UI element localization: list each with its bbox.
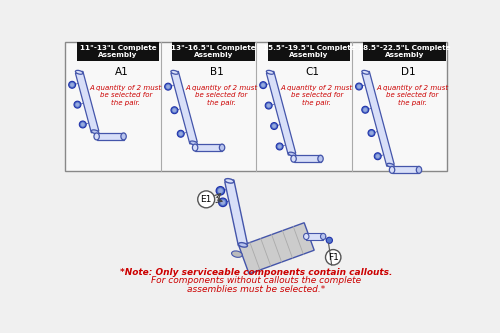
Ellipse shape	[291, 155, 296, 162]
Ellipse shape	[192, 144, 198, 151]
Circle shape	[376, 155, 380, 158]
Bar	[66, 42, 447, 171]
Ellipse shape	[320, 233, 326, 239]
Ellipse shape	[416, 166, 422, 173]
Circle shape	[272, 124, 276, 128]
Circle shape	[179, 132, 182, 136]
Ellipse shape	[225, 178, 234, 183]
Ellipse shape	[232, 251, 242, 257]
Circle shape	[198, 191, 214, 208]
Circle shape	[74, 101, 81, 108]
Bar	[195, 144, 222, 151]
Ellipse shape	[94, 133, 100, 140]
Text: B1: B1	[210, 67, 224, 77]
Circle shape	[267, 104, 270, 107]
Polygon shape	[76, 71, 99, 133]
Ellipse shape	[362, 70, 370, 74]
Circle shape	[70, 83, 74, 87]
Text: A quantity of 2 must
be selected for
the pair.: A quantity of 2 must be selected for the…	[280, 85, 353, 106]
Circle shape	[326, 249, 341, 265]
Circle shape	[356, 83, 362, 90]
Text: 15.5"-19.5"L Complete
Assembly: 15.5"-19.5"L Complete Assembly	[262, 45, 356, 58]
Polygon shape	[171, 71, 198, 144]
Ellipse shape	[387, 163, 394, 167]
Circle shape	[262, 84, 265, 87]
Bar	[392, 166, 419, 173]
Circle shape	[278, 145, 281, 148]
Ellipse shape	[304, 233, 309, 239]
Bar	[294, 155, 320, 162]
Circle shape	[362, 106, 368, 113]
Polygon shape	[239, 223, 314, 274]
Text: D1: D1	[401, 67, 415, 77]
Bar	[96, 133, 124, 140]
Ellipse shape	[238, 243, 248, 247]
Text: A1: A1	[115, 67, 129, 77]
Bar	[77, 42, 159, 61]
Circle shape	[166, 85, 170, 88]
Circle shape	[368, 130, 375, 137]
Text: A quantity of 2 must
be selected for
the pair.: A quantity of 2 must be selected for the…	[376, 85, 448, 106]
Ellipse shape	[92, 130, 99, 134]
Text: assemblies must be selected.*: assemblies must be selected.*	[187, 285, 326, 294]
Ellipse shape	[220, 144, 224, 151]
Ellipse shape	[288, 152, 296, 156]
Text: F1: F1	[328, 253, 338, 262]
Ellipse shape	[76, 70, 83, 74]
Text: 13"-16.5"L Complete
Assembly: 13"-16.5"L Complete Assembly	[171, 45, 256, 58]
Text: 11"-13"L Complete
Assembly: 11"-13"L Complete Assembly	[80, 45, 156, 58]
Circle shape	[326, 237, 332, 243]
Ellipse shape	[318, 155, 323, 162]
Ellipse shape	[390, 166, 394, 173]
Circle shape	[178, 130, 184, 137]
Circle shape	[364, 108, 367, 112]
Circle shape	[68, 81, 75, 88]
Circle shape	[171, 107, 178, 114]
Circle shape	[76, 103, 79, 106]
Circle shape	[80, 121, 86, 128]
Polygon shape	[225, 180, 248, 246]
Text: For components without callouts the complete: For components without callouts the comp…	[151, 276, 362, 285]
Text: C1: C1	[306, 67, 320, 77]
Circle shape	[260, 82, 266, 89]
Circle shape	[164, 83, 172, 90]
Text: *Note: Only serviceable components contain callouts.: *Note: Only serviceable components conta…	[120, 268, 392, 277]
Bar	[306, 233, 323, 239]
Circle shape	[270, 123, 278, 130]
Ellipse shape	[171, 70, 178, 74]
Circle shape	[276, 143, 283, 150]
Polygon shape	[266, 71, 296, 155]
Circle shape	[220, 200, 225, 204]
Polygon shape	[362, 71, 394, 166]
Ellipse shape	[190, 141, 198, 145]
Text: A quantity of 2 must
be selected for
the pair.: A quantity of 2 must be selected for the…	[90, 85, 162, 106]
Circle shape	[218, 188, 222, 193]
Circle shape	[172, 109, 176, 112]
Bar	[364, 42, 446, 61]
Circle shape	[218, 198, 227, 206]
Circle shape	[358, 85, 360, 88]
Circle shape	[370, 131, 373, 135]
Circle shape	[374, 153, 381, 160]
Text: E1: E1	[200, 195, 212, 204]
Circle shape	[81, 123, 84, 126]
Text: A quantity of 2 must
be selected for
the pair.: A quantity of 2 must be selected for the…	[185, 85, 258, 106]
Ellipse shape	[121, 133, 126, 140]
Circle shape	[216, 186, 224, 195]
Bar	[172, 42, 254, 61]
Bar	[268, 42, 350, 61]
Text: 18.5"-22.5"L Complete
Assembly: 18.5"-22.5"L Complete Assembly	[358, 45, 450, 58]
Ellipse shape	[266, 70, 274, 74]
Circle shape	[265, 102, 272, 109]
